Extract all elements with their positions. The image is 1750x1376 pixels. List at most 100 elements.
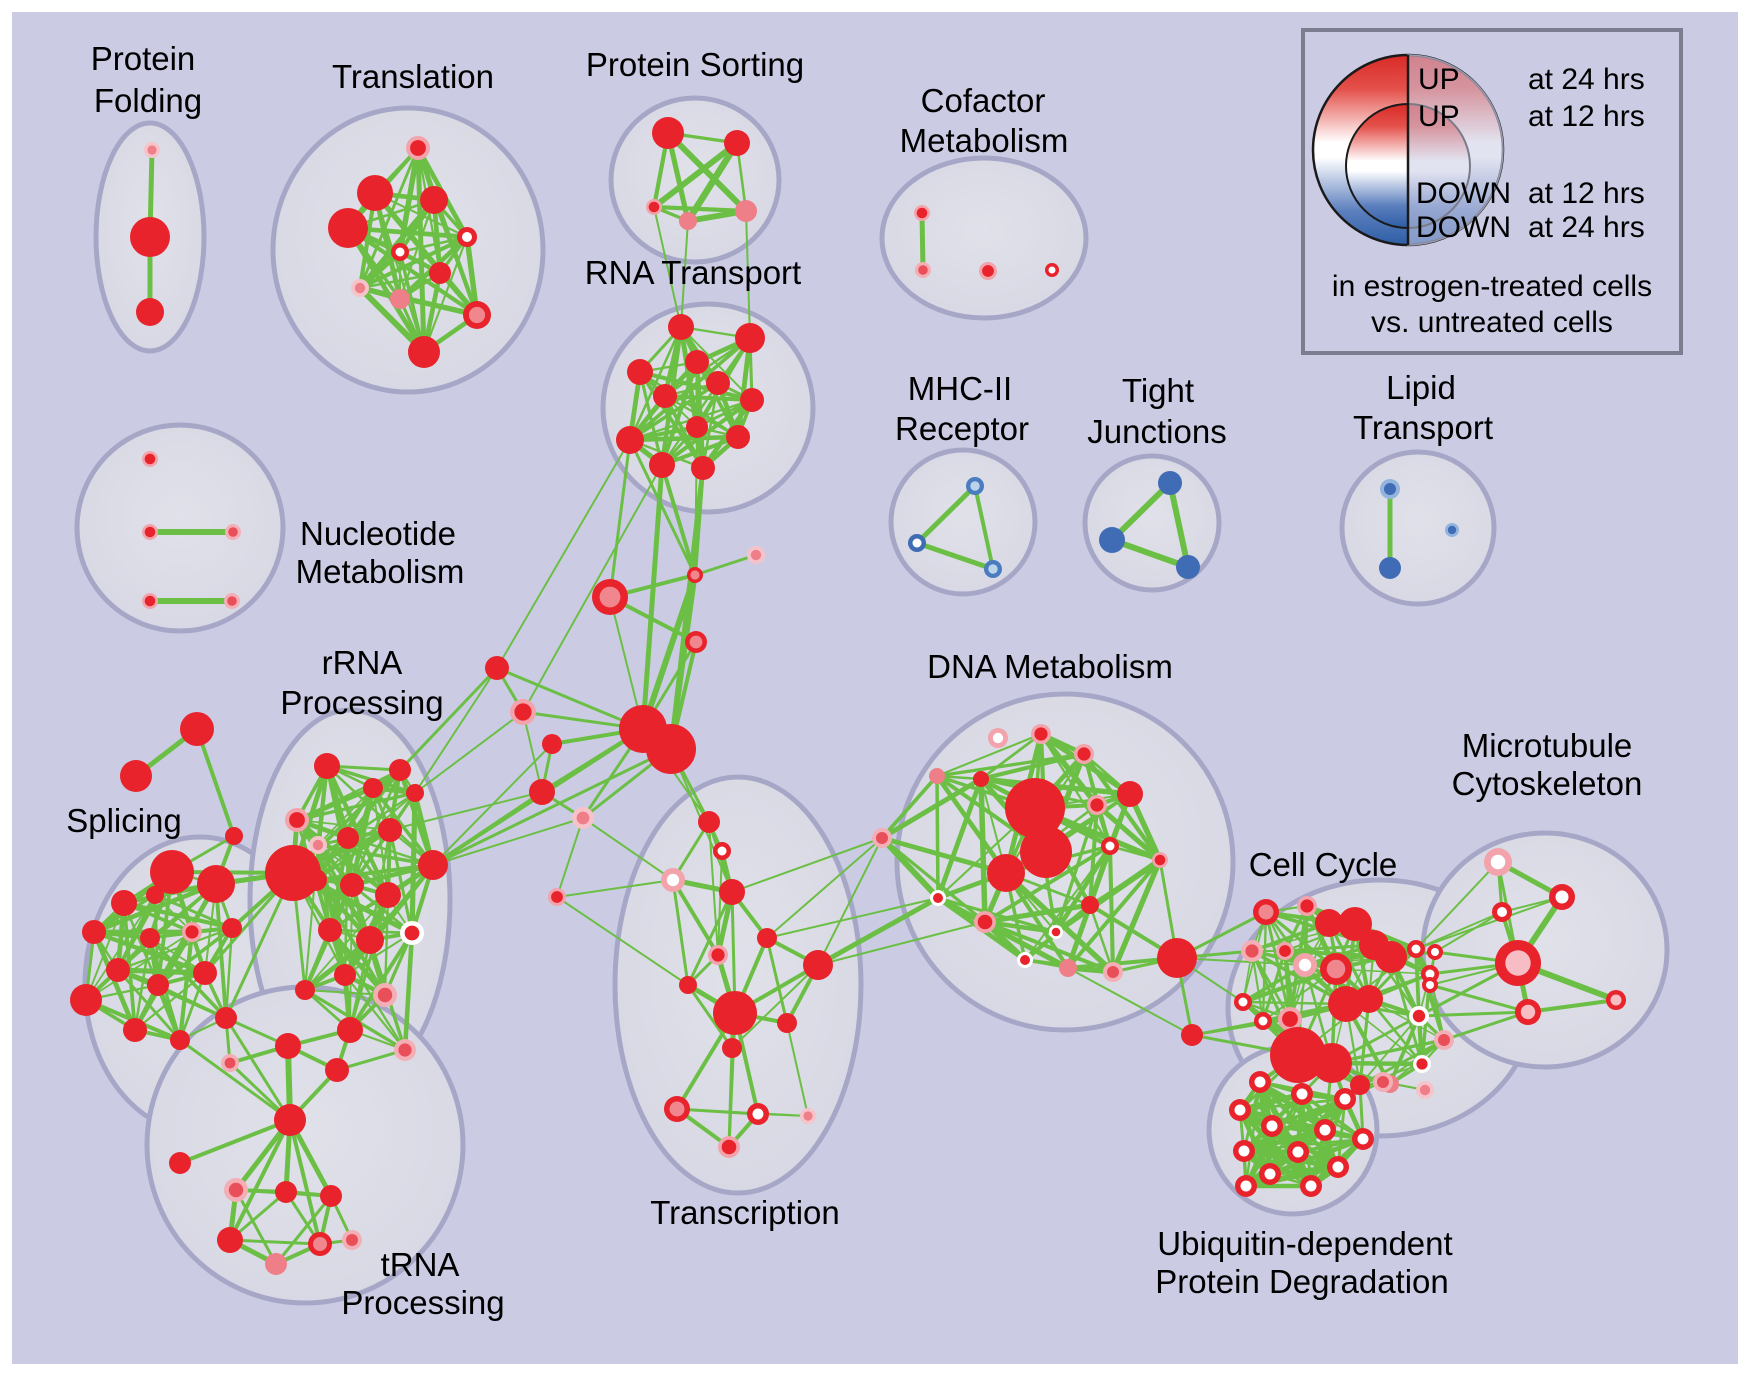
network-edge — [935, 776, 984, 901]
cell-cycle-node-13 — [1254, 1012, 1272, 1030]
mhc-ii-receptor-node-0 — [966, 477, 984, 495]
network-edge — [978, 751, 1087, 782]
node-ring — [150, 850, 194, 894]
dna-metabolism-node-11 — [1152, 852, 1168, 868]
trna-processing-node-3 — [275, 1033, 301, 1059]
ubiquitin-degradation-node-7 — [1233, 1140, 1255, 1162]
node-ring — [735, 200, 757, 222]
rna-transport-node-5 — [653, 384, 677, 408]
node-center — [1319, 1124, 1331, 1136]
network-edge — [178, 1038, 292, 1122]
network-edge — [133, 936, 152, 1032]
cluster-label-trna-processing: Processing — [341, 1284, 504, 1321]
network-edge — [388, 828, 414, 935]
cell-cycle-node-9 — [1320, 953, 1352, 985]
splicing-node-8 — [70, 984, 102, 1016]
dna-metabolism-node-9 — [1087, 795, 1107, 815]
protein-folding-node-2 — [136, 298, 164, 326]
node-ring — [408, 336, 440, 368]
legend-up-12-time: at 12 hrs — [1528, 100, 1645, 133]
dna-metabolism-node-19 — [1103, 962, 1123, 982]
network-edge — [983, 920, 1070, 970]
splicing-node-1 — [197, 865, 235, 903]
node-ring — [215, 1007, 237, 1029]
rna-transport-node-1 — [735, 323, 765, 353]
node-center — [1258, 1016, 1268, 1026]
node-center — [228, 1182, 244, 1198]
cluster-label-protein-folding: Folding — [94, 82, 202, 119]
cell-cycle-node-23 — [1350, 1075, 1370, 1095]
network-edge — [327, 927, 388, 998]
network-edge — [431, 747, 673, 867]
network-edge — [1241, 1127, 1328, 1154]
node-ring — [217, 1227, 243, 1253]
node-center — [1105, 841, 1115, 851]
cell-cycle-node-15 — [1270, 1027, 1326, 1083]
rna-transport-node-4 — [706, 371, 730, 395]
node-center — [346, 1234, 358, 1246]
network-edge — [85, 894, 156, 1001]
node-ring — [1157, 938, 1197, 978]
rrna-processing-node-6 — [378, 818, 402, 842]
rrna-processing-node-0 — [314, 753, 340, 779]
rrna-processing-node-17 — [373, 983, 397, 1007]
splicing-node-12 — [170, 1030, 190, 1050]
microtubule-cytoskeleton-node-4 — [1422, 977, 1438, 993]
transcription-node-0 — [698, 811, 720, 833]
legend: UP at 24 hrs UP at 12 hrs DOWN at 12 hrs… — [1301, 28, 1683, 355]
microtubule-cytoskeleton-node-5 — [1495, 940, 1541, 986]
cluster-label-nucleotide-metabolism: Nucleotide — [300, 515, 456, 552]
node-center — [1020, 955, 1030, 965]
transcription-node-6 — [679, 976, 697, 994]
ubiquitin-degradation-node-10 — [1259, 1163, 1281, 1185]
rrna-processing-node-7 — [418, 850, 448, 880]
network-edge — [914, 483, 978, 546]
dna-metabolism-node-15 — [1081, 896, 1099, 914]
ubiquitin-degradation-node-8 — [1287, 1141, 1309, 1163]
microtubule-cytoskeleton-node-2 — [1492, 902, 1512, 922]
bridge-node-5 — [646, 724, 696, 774]
trna-processing-node-11 — [342, 1230, 362, 1250]
microtubule-cytoskeleton-node-1 — [1549, 884, 1575, 910]
dna-metabolism-node-5 — [973, 771, 989, 787]
network-edge — [228, 1238, 322, 1246]
network-edge — [432, 817, 584, 866]
node-center — [1431, 948, 1439, 956]
ubiquitin-degradation-node-6 — [1352, 1128, 1374, 1150]
node-center — [1305, 1180, 1317, 1192]
network-edge — [432, 198, 479, 317]
cluster-label-rna-transport: RNA Transport — [585, 254, 801, 291]
network-edge — [345, 225, 427, 355]
node-ring — [485, 656, 509, 680]
dna-metabolism-node-7 — [1020, 826, 1072, 878]
node-ring — [929, 768, 945, 784]
node-center — [144, 526, 156, 538]
node-center — [1300, 899, 1314, 913]
network-edge — [1414, 947, 1421, 1018]
node-center — [690, 570, 700, 580]
splicing-node-13 — [215, 1007, 237, 1029]
transcription-node-10 — [722, 1038, 742, 1058]
cluster-label-rrna-processing: rRNA — [322, 644, 403, 681]
network-edge — [880, 836, 987, 924]
protein-sorting-node-2 — [646, 199, 662, 215]
transcription-node-4 — [757, 928, 777, 948]
node-ring — [803, 950, 833, 980]
network-edge — [1434, 911, 1503, 953]
dna-metabolism-node-13 — [974, 911, 996, 933]
cell-cycle-node-14 — [1278, 1007, 1302, 1031]
translation-node-8 — [390, 289, 410, 309]
cluster-label-lipid-transport: Transport — [1353, 409, 1493, 446]
node-ring — [686, 416, 708, 438]
node-ring — [378, 818, 402, 842]
nucleotide-metabolism-node-0 — [142, 451, 158, 467]
bridge-node-15 — [1157, 938, 1197, 978]
network-edge — [228, 1118, 292, 1242]
microtubule-cytoskeleton-node-6 — [1515, 999, 1541, 1025]
cluster-label-mhc-ii-receptor: MHC-II — [908, 370, 1012, 407]
transcription-node-3 — [719, 879, 745, 905]
node-ring — [325, 1058, 349, 1082]
translation-node-3 — [328, 208, 368, 248]
microtubule-cytoskeleton-node-3 — [1427, 944, 1443, 960]
network-edge — [693, 553, 758, 577]
